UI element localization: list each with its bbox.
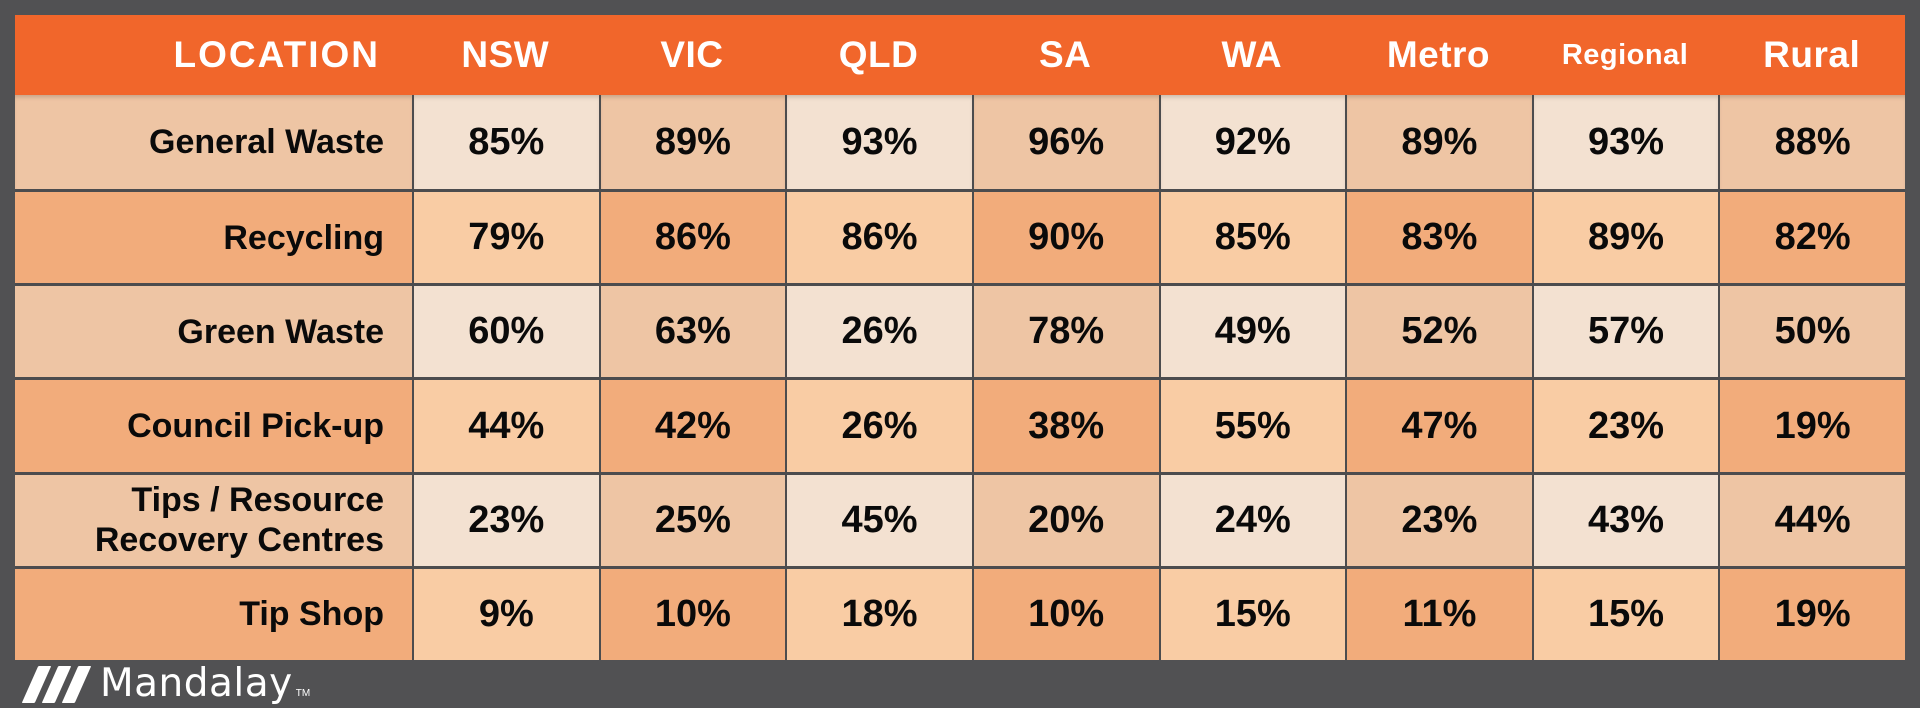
row-label-tip-shop: Tip Shop <box>15 565 412 660</box>
cell-council-pick-up-qld: 26% <box>785 377 972 472</box>
cell-general-waste-sa: 96% <box>971 95 1159 190</box>
cell-tips-resource-recovery-centres-nsw: 23% <box>412 471 599 566</box>
cell-green-waste-regional: 57% <box>1531 283 1719 378</box>
cell-tip-shop-regional: 15% <box>1531 565 1719 660</box>
column-header-wa: WA <box>1158 15 1346 95</box>
cell-tips-resource-recovery-centres-metro: 23% <box>1345 471 1532 566</box>
cell-general-waste-nsw: 85% <box>412 95 599 190</box>
row-label-council-pick-up: Council Pick-up <box>15 377 412 472</box>
row-label-green-waste: Green Waste <box>15 283 412 378</box>
cell-council-pick-up-metro: 47% <box>1345 377 1532 472</box>
cell-general-waste-rural: 88% <box>1718 95 1905 190</box>
row-label-recycling: Recycling <box>15 189 412 284</box>
column-header-rural: Rural <box>1718 15 1905 95</box>
mandalay-slashes-icon <box>21 665 92 703</box>
column-header-metro: Metro <box>1345 15 1532 95</box>
cell-general-waste-vic: 89% <box>598 95 786 190</box>
cell-green-waste-wa: 49% <box>1158 283 1346 378</box>
column-header-regional: Regional <box>1531 15 1719 95</box>
column-header-sa: SA <box>971 15 1159 95</box>
cell-tips-resource-recovery-centres-sa: 20% <box>971 471 1159 566</box>
cell-tip-shop-wa: 15% <box>1158 565 1346 660</box>
cell-tip-shop-rural: 19% <box>1718 565 1905 660</box>
cell-tip-shop-sa: 10% <box>971 565 1159 660</box>
cell-tips-resource-recovery-centres-regional: 43% <box>1531 471 1719 566</box>
cell-green-waste-qld: 26% <box>785 283 972 378</box>
cell-council-pick-up-sa: 38% <box>971 377 1159 472</box>
cell-council-pick-up-vic: 42% <box>598 377 786 472</box>
cell-council-pick-up-nsw: 44% <box>412 377 599 472</box>
cell-recycling-qld: 86% <box>785 189 972 284</box>
cell-tips-resource-recovery-centres-vic: 25% <box>598 471 786 566</box>
cell-green-waste-vic: 63% <box>598 283 786 378</box>
bottom-white-strip <box>0 708 1920 724</box>
cell-green-waste-sa: 78% <box>971 283 1159 378</box>
cell-general-waste-regional: 93% <box>1531 95 1719 190</box>
row-label-general-waste: General Waste <box>15 95 412 190</box>
cell-tips-resource-recovery-centres-qld: 45% <box>785 471 972 566</box>
cell-tip-shop-vic: 10% <box>598 565 786 660</box>
row-label-tips-resource-recovery-centres: Tips / Resource Recovery Centres <box>15 471 412 566</box>
trademark-symbol: TM <box>295 687 311 699</box>
cell-recycling-vic: 86% <box>598 189 786 284</box>
cell-green-waste-rural: 50% <box>1718 283 1905 378</box>
cell-green-waste-nsw: 60% <box>412 283 599 378</box>
cell-general-waste-wa: 92% <box>1158 95 1346 190</box>
cell-general-waste-metro: 89% <box>1345 95 1532 190</box>
cell-green-waste-metro: 52% <box>1345 283 1532 378</box>
cell-tip-shop-metro: 11% <box>1345 565 1532 660</box>
cell-tip-shop-qld: 18% <box>785 565 972 660</box>
column-header-vic: VIC <box>598 15 786 95</box>
cell-council-pick-up-regional: 23% <box>1531 377 1719 472</box>
cell-recycling-regional: 89% <box>1531 189 1719 284</box>
cell-recycling-nsw: 79% <box>412 189 599 284</box>
cell-tips-resource-recovery-centres-wa: 24% <box>1158 471 1346 566</box>
cell-recycling-wa: 85% <box>1158 189 1346 284</box>
cell-council-pick-up-wa: 55% <box>1158 377 1346 472</box>
column-header-location: LOCATION <box>15 15 412 95</box>
column-header-qld: QLD <box>785 15 972 95</box>
cell-council-pick-up-rural: 19% <box>1718 377 1905 472</box>
cell-tips-resource-recovery-centres-rural: 44% <box>1718 471 1905 566</box>
cell-recycling-sa: 90% <box>971 189 1159 284</box>
cell-general-waste-qld: 93% <box>785 95 972 190</box>
column-header-nsw: NSW <box>412 15 599 95</box>
data-table: LOCATION NSW VIC QLD SA WA Metro Regional Rural G… <box>15 15 1905 660</box>
brand-name: Mandalay <box>100 661 293 707</box>
footer: Mandalay TM <box>15 660 310 708</box>
cell-tip-shop-nsw: 9% <box>412 565 599 660</box>
cell-recycling-metro: 83% <box>1345 189 1532 284</box>
cell-recycling-rural: 82% <box>1718 189 1905 284</box>
mandalay-logo: Mandalay TM <box>21 661 311 707</box>
